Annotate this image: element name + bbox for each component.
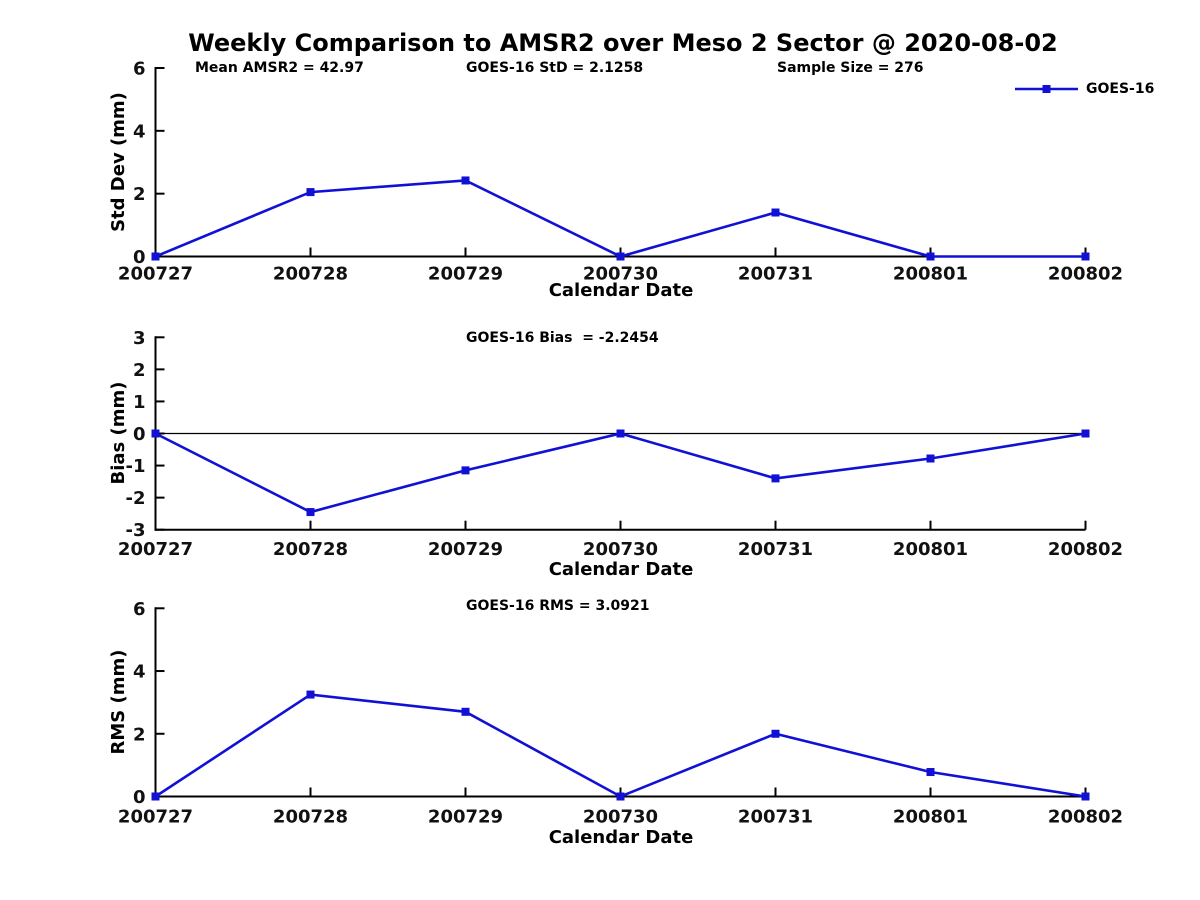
y-tick-label: 2 — [133, 184, 146, 205]
x-tick-label: 200729 — [428, 539, 503, 560]
y-tick-label: 6 — [133, 599, 146, 620]
annotation-goes16-rms: GOES-16 RMS = 3.0921 — [466, 598, 650, 614]
legend-marker-swatch — [1042, 85, 1051, 93]
data-point-marker — [616, 429, 625, 438]
data-point-marker — [461, 466, 470, 475]
x-tick-label: 200728 — [273, 264, 348, 285]
y-tick-label: 0 — [133, 787, 146, 808]
series-line-goes16 — [154, 432, 1086, 514]
y-axis-label-rms: RMS (mm) — [108, 649, 129, 755]
y-tick-label: 3 — [133, 328, 146, 349]
data-point-marker — [461, 176, 470, 185]
data-point-marker — [926, 454, 935, 463]
x-tick-label: 200727 — [118, 264, 193, 285]
data-point-marker — [306, 508, 315, 517]
y-tick-label: 1 — [133, 392, 146, 413]
y-tick-label: -1 — [126, 456, 146, 477]
x-tick-label: 200728 — [273, 539, 348, 560]
data-point-marker — [771, 208, 780, 217]
x-tick-label: 200802 — [1048, 807, 1123, 828]
x-tick-label: 200802 — [1048, 264, 1123, 285]
data-point-marker — [771, 729, 780, 738]
x-tick-label: 200730 — [583, 539, 658, 560]
x-tick-label: 200731 — [738, 264, 813, 285]
data-point-marker — [306, 188, 315, 197]
y-tick-label: 2 — [133, 360, 146, 381]
x-tick-label: 200729 — [428, 807, 503, 828]
data-point-marker — [461, 707, 470, 716]
x-axis-label-middle: Calendar Date — [548, 559, 694, 580]
y-tick-label: 0 — [133, 247, 146, 268]
y-tick-label: -3 — [126, 520, 146, 541]
y-tick-label: 4 — [133, 121, 146, 142]
x-tick-label: 200802 — [1048, 539, 1123, 560]
y-tick-label: 6 — [133, 59, 146, 80]
figure-title: Weekly Comparison to AMSR2 over Meso 2 S… — [188, 29, 1058, 57]
x-tick-label: 200727 — [118, 539, 193, 560]
x-tick-label: 200731 — [738, 539, 813, 560]
data-point-marker — [616, 252, 625, 261]
x-tick-label: 200729 — [428, 264, 503, 285]
data-point-marker — [151, 252, 160, 261]
annotation-mean-amsr2: Mean AMSR2 = 42.97 — [195, 60, 364, 76]
data-point-marker — [1081, 792, 1090, 801]
series-line-goes16 — [155, 179, 1086, 258]
x-tick-label: 200727 — [118, 807, 193, 828]
x-axis-label-top: Calendar Date — [548, 280, 694, 301]
data-point-marker — [926, 768, 935, 777]
y-tick-label: -2 — [126, 488, 146, 509]
x-tick-label: 200801 — [893, 807, 968, 828]
y-tick-label: 0 — [133, 424, 146, 445]
data-point-marker — [926, 252, 935, 261]
y-axis-label-bias: Bias (mm) — [108, 381, 129, 485]
data-point-marker — [151, 792, 160, 801]
data-point-marker — [1081, 429, 1090, 438]
data-point-marker — [151, 429, 160, 438]
data-point-marker — [1081, 252, 1090, 261]
data-point-marker — [616, 792, 625, 801]
y-tick-label: 4 — [133, 662, 146, 683]
x-tick-label: 200728 — [273, 807, 348, 828]
y-tick-label: 2 — [133, 724, 146, 745]
x-tick-label: 200730 — [583, 264, 658, 285]
x-tick-label: 200801 — [893, 264, 968, 285]
x-tick-label: 200730 — [583, 807, 658, 828]
series-line-goes16 — [154, 693, 1086, 798]
annotation-sample-size: Sample Size = 276 — [777, 60, 924, 76]
x-tick-label: 200801 — [893, 539, 968, 560]
annotation-goes16-std: GOES-16 StD = 2.1258 — [466, 60, 644, 76]
y-axis-label-std-dev: Std Dev (mm) — [108, 92, 129, 232]
x-tick-label: 200731 — [738, 807, 813, 828]
x-axis-label-bottom: Calendar Date — [548, 827, 694, 848]
annotation-goes16-bias: GOES-16 Bias = -2.2454 — [466, 330, 659, 346]
data-point-marker — [306, 690, 315, 699]
data-point-marker — [771, 474, 780, 483]
legend-label-goes16: GOES-16 — [1086, 81, 1155, 97]
